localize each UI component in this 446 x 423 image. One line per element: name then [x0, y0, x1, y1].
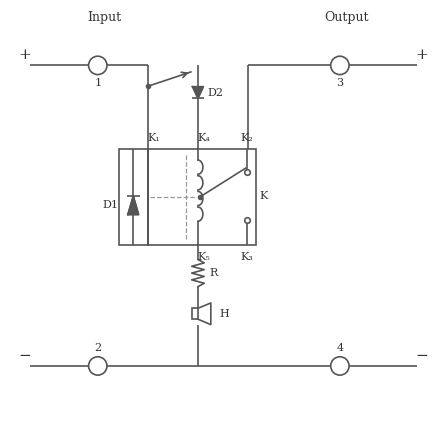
- Circle shape: [330, 357, 349, 375]
- Text: +: +: [415, 48, 428, 62]
- Text: K₁: K₁: [147, 133, 160, 143]
- Text: +: +: [18, 48, 31, 62]
- Bar: [148, 149, 256, 245]
- Text: R: R: [210, 268, 218, 278]
- Circle shape: [89, 357, 107, 375]
- Polygon shape: [128, 196, 139, 214]
- Polygon shape: [193, 87, 203, 99]
- Text: K₄: K₄: [197, 133, 210, 143]
- Circle shape: [89, 56, 107, 74]
- Text: −: −: [415, 349, 428, 363]
- Polygon shape: [198, 303, 211, 324]
- Text: −: −: [18, 349, 31, 363]
- Text: K₂: K₂: [240, 133, 253, 143]
- Text: K₃: K₃: [240, 253, 253, 262]
- Text: 1: 1: [94, 78, 101, 88]
- Text: 3: 3: [336, 78, 343, 88]
- Text: H: H: [219, 309, 229, 319]
- Text: K: K: [260, 191, 268, 201]
- Text: Output: Output: [324, 11, 368, 24]
- Text: 4: 4: [336, 343, 343, 354]
- Text: D2: D2: [207, 88, 223, 98]
- Circle shape: [330, 56, 349, 74]
- Text: K₅: K₅: [197, 253, 210, 262]
- Bar: [192, 308, 198, 319]
- Text: Input: Input: [87, 11, 121, 24]
- Text: 2: 2: [94, 343, 101, 354]
- Text: D1: D1: [102, 200, 118, 210]
- Bar: [119, 149, 148, 245]
